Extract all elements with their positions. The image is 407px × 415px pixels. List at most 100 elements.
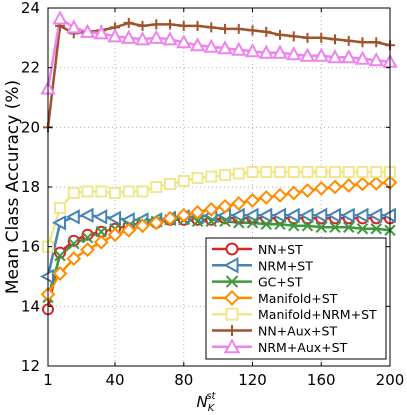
data-point-marker <box>246 166 259 179</box>
series-markers <box>39 10 398 316</box>
data-point-marker <box>271 207 287 224</box>
data-point-marker <box>288 220 300 232</box>
data-point-marker <box>299 207 314 224</box>
data-point-marker <box>176 207 192 223</box>
data-point-marker <box>93 209 108 225</box>
data-point-marker <box>107 28 123 43</box>
data-point-marker <box>285 207 300 224</box>
data-point-marker <box>272 44 288 59</box>
data-point-marker <box>93 25 109 40</box>
data-point-marker <box>287 166 300 179</box>
data-point-marker <box>302 32 313 43</box>
x-axis-label-main: N <box>197 393 208 411</box>
data-point-marker <box>245 193 260 208</box>
x-axis-label: NKst <box>197 391 217 414</box>
data-point-marker <box>81 228 94 241</box>
data-point-marker <box>244 207 259 224</box>
data-point-marker <box>233 217 245 229</box>
data-point-marker <box>258 44 274 59</box>
legend-label: NN+Aux+ST <box>258 324 337 339</box>
data-point-marker <box>355 176 370 192</box>
y-tick-label: 24 <box>21 0 40 17</box>
data-point-marker <box>106 210 122 227</box>
data-point-marker <box>191 215 204 228</box>
x-tick-label: 40 <box>105 371 124 389</box>
data-point-marker <box>274 218 286 230</box>
data-point-marker <box>176 34 192 49</box>
data-point-marker <box>300 183 315 198</box>
y-tick-label: 12 <box>21 357 40 375</box>
data-point-marker <box>217 198 233 214</box>
x-tick-label: 1 <box>43 371 53 389</box>
data-point-marker <box>95 185 108 198</box>
data-point-marker <box>65 209 80 225</box>
legend-marker <box>225 307 239 321</box>
data-point-marker <box>67 234 80 247</box>
x-tick-label: 80 <box>174 371 193 389</box>
legend-marker <box>223 257 239 274</box>
data-point-marker <box>189 37 206 52</box>
data-point-marker <box>356 166 369 179</box>
data-point-marker <box>356 223 369 235</box>
x-axis-label-sup: st <box>206 391 216 402</box>
data-point-marker <box>286 46 302 61</box>
x-tick-label: 200 <box>376 371 405 389</box>
legend-marker <box>223 338 241 354</box>
y-tick-label: 16 <box>21 238 40 256</box>
data-point-marker <box>244 43 261 58</box>
data-point-marker <box>81 232 94 244</box>
data-point-marker <box>313 207 328 224</box>
data-point-marker <box>122 185 135 198</box>
y-tick-label: 20 <box>21 118 40 136</box>
data-point-marker <box>286 185 302 201</box>
legend-marker <box>225 242 239 256</box>
data-point-marker <box>136 185 149 198</box>
data-point-marker <box>205 170 218 183</box>
data-point-marker <box>151 19 162 30</box>
y-tick-label: 14 <box>21 297 40 315</box>
data-point-marker <box>357 37 368 48</box>
data-point-marker <box>340 207 355 224</box>
x-tick-label: 120 <box>238 371 267 389</box>
data-point-marker <box>370 223 382 235</box>
data-point-marker <box>121 29 137 44</box>
data-point-marker <box>354 207 369 224</box>
data-point-marker <box>178 20 189 31</box>
data-point-marker <box>326 207 342 224</box>
data-point-marker <box>288 31 299 42</box>
data-point-marker <box>231 41 247 56</box>
data-point-marker <box>121 222 137 238</box>
data-point-marker <box>316 32 327 43</box>
legend-marker <box>226 325 238 336</box>
data-point-marker <box>301 220 314 232</box>
data-point-marker <box>165 19 176 30</box>
data-point-marker <box>315 166 328 179</box>
data-point-marker <box>66 251 82 267</box>
data-point-marker <box>148 215 164 231</box>
legend-marker <box>224 289 240 306</box>
data-point-marker <box>54 201 67 214</box>
data-point-marker <box>54 249 66 262</box>
data-point-marker <box>52 266 68 281</box>
data-point-marker <box>341 178 357 193</box>
data-point-marker <box>261 26 272 37</box>
data-point-marker <box>93 234 109 250</box>
data-point-marker <box>370 166 383 179</box>
data-point-marker <box>203 38 219 53</box>
data-point-marker <box>275 29 286 40</box>
data-point-marker <box>95 226 107 238</box>
data-point-marker <box>137 20 148 31</box>
data-point-marker <box>329 166 342 179</box>
data-point-marker <box>246 217 259 229</box>
data-point-marker <box>260 166 273 179</box>
data-point-marker <box>162 31 178 46</box>
data-point-marker <box>231 195 247 211</box>
data-point-marker <box>230 207 245 224</box>
data-point-marker <box>81 185 94 198</box>
data-point-marker <box>327 179 343 195</box>
y-tick-label: 18 <box>21 178 40 196</box>
data-point-marker <box>177 175 190 188</box>
data-point-marker <box>79 207 94 224</box>
data-point-marker <box>368 52 384 67</box>
axis-ticks: 1 40 80 120 160 200 12 14 16 18 20 22 24 <box>21 0 404 389</box>
